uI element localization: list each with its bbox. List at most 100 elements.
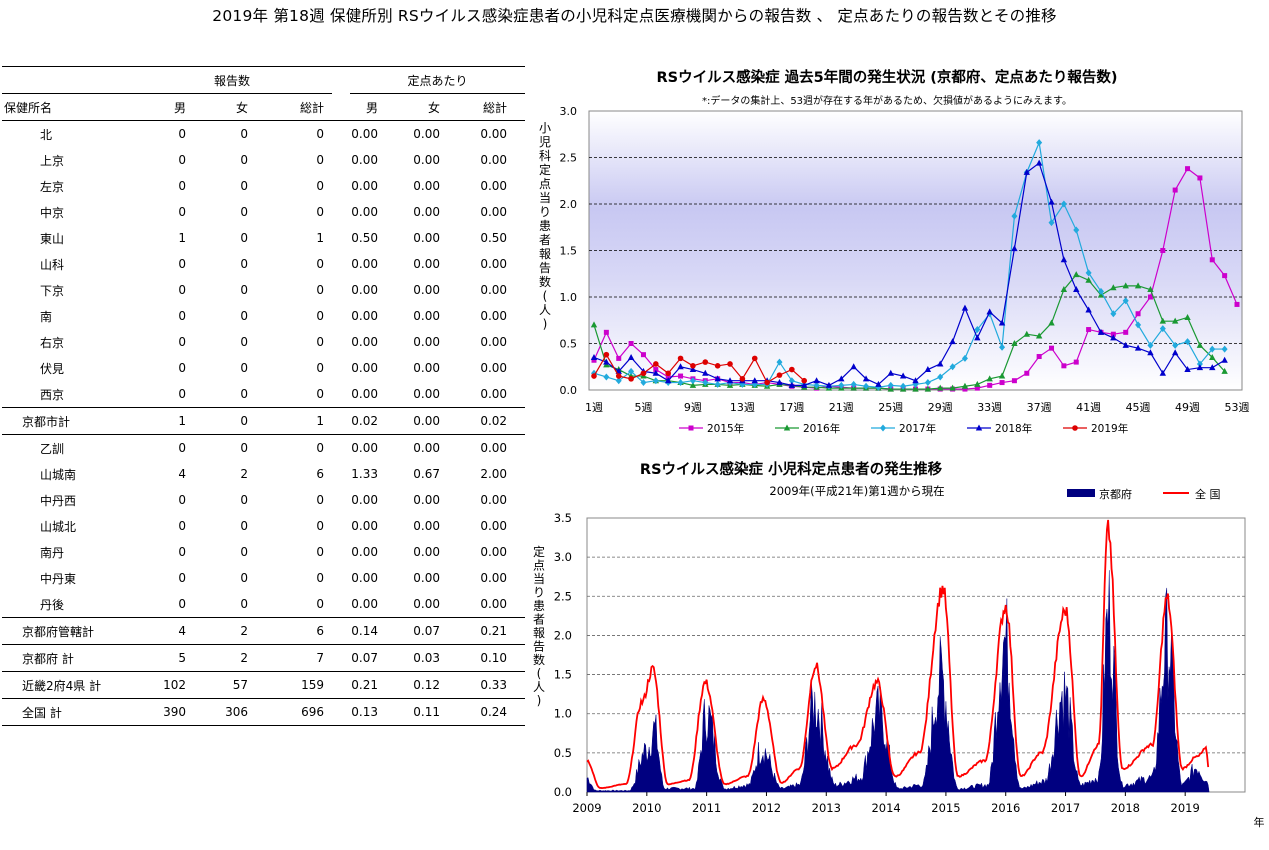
table-row: 京都市計 1 0 1 0.02 0.00 0.02 <box>2 407 526 435</box>
row-cell: 0 <box>240 361 248 375</box>
data-point <box>702 379 709 387</box>
data-point <box>1060 200 1067 208</box>
data-point <box>999 343 1006 351</box>
row-name: 中京 <box>40 205 65 220</box>
chart-title: RSウイルス感染症 過去5年間の発生状況 (京都府、定点あたり報告数) <box>656 68 1117 86</box>
row-cell: 0.00 <box>480 283 508 297</box>
data-point <box>801 377 808 384</box>
row-name: 東山 <box>40 231 65 246</box>
data-point <box>1024 370 1030 376</box>
data-point <box>1147 349 1154 356</box>
data-point <box>1222 273 1228 279</box>
data-point <box>751 355 758 362</box>
row-cell: 2 <box>240 467 248 481</box>
data-point <box>1097 287 1104 295</box>
y-tick-label: 0.0 <box>560 384 578 397</box>
data-point <box>999 380 1005 386</box>
x-tick-label: 2019 <box>1171 801 1200 815</box>
data-point <box>949 363 956 371</box>
data-point <box>1023 330 1030 337</box>
row-cell: 0.00 <box>351 361 379 375</box>
data-point <box>887 381 894 389</box>
table-row: 山科 0 0 0 0.00 0.00 0.00 <box>2 251 525 277</box>
data-point <box>1036 139 1043 147</box>
row-cell: 0.00 <box>480 545 508 559</box>
data-point <box>640 352 646 358</box>
data-point <box>789 366 795 373</box>
row-cell: 0.03 <box>400 644 463 672</box>
data-point <box>961 354 968 362</box>
data-point <box>986 308 993 315</box>
row-cell: 102 <box>132 671 208 699</box>
data-point <box>665 374 671 380</box>
row-cell: 0 <box>316 335 325 349</box>
data-point <box>1159 317 1167 324</box>
row-cell: 0 <box>240 387 248 401</box>
row-name: 京都市計 <box>2 407 132 435</box>
x-tick-label: 2012 <box>752 801 781 815</box>
row-name: 上京 <box>40 153 65 168</box>
row-cell: 0.00 <box>480 257 508 271</box>
row-cell: 6 <box>316 467 325 481</box>
data-point <box>702 369 709 376</box>
y-tick-label: 1.0 <box>554 707 572 721</box>
data-point <box>1135 321 1142 329</box>
row-cell: 0 <box>178 205 186 219</box>
data-point <box>974 380 981 387</box>
y-tick-label: 1.0 <box>560 291 578 304</box>
data-point <box>1060 256 1068 263</box>
y-axis-label: ( <box>543 289 548 303</box>
row-cell: 0 <box>316 519 325 533</box>
row-cell: 0 <box>270 434 333 461</box>
data-point <box>1061 363 1067 369</box>
data-point <box>937 384 944 391</box>
row-cell: 0 <box>240 519 248 533</box>
x-tick-label: 1週 <box>585 401 603 414</box>
row-cell: 0 <box>316 283 325 297</box>
y-axis-label: 告 <box>533 640 545 654</box>
x-tick-label: 2018 <box>1111 801 1140 815</box>
data-point <box>1159 325 1166 333</box>
data-point <box>615 377 622 385</box>
row-cell: 0 <box>316 571 325 585</box>
row-cell: 0 <box>240 153 248 167</box>
data-point <box>726 377 734 384</box>
kyoto-area <box>586 570 1210 793</box>
row-cell: 0.00 <box>413 335 441 349</box>
row-cell: 0.07 <box>400 617 463 645</box>
data-point <box>949 384 956 391</box>
row-cell: 0.21 <box>462 617 526 645</box>
data-point <box>1171 317 1179 324</box>
x-tick-label: 49週 <box>1175 401 1200 414</box>
row-cell: 2.00 <box>480 467 508 481</box>
data-point <box>813 381 820 389</box>
data-point <box>1147 286 1154 293</box>
row-cell: 0.00 <box>413 127 441 141</box>
header-name: 保健所名 <box>2 93 132 121</box>
row-cell: 0 <box>240 283 248 297</box>
data-point <box>1147 341 1154 349</box>
row-cell: 0 <box>178 127 186 141</box>
row-name: 下京 <box>40 283 65 298</box>
header-total-per: 総計 <box>462 93 526 121</box>
data-point <box>1172 187 1178 193</box>
y-axis-label: 児 <box>539 135 551 149</box>
data-point <box>900 382 907 390</box>
row-cell: 0 <box>316 257 325 271</box>
row-cell: 0 <box>178 309 186 323</box>
row-name: 京都府管轄計 <box>2 617 132 645</box>
data-point <box>862 375 870 382</box>
row-cell: 0.00 <box>351 153 379 167</box>
row-cell: 5 <box>132 644 208 672</box>
data-point <box>1221 345 1228 353</box>
row-cell: 0.00 <box>413 571 441 585</box>
row-cell: 0 <box>316 127 325 141</box>
data-point <box>961 304 969 311</box>
data-point <box>1134 282 1142 289</box>
data-point <box>850 380 857 388</box>
row-cell: 0.00 <box>480 519 508 533</box>
y-axis-label: 当 <box>533 572 545 586</box>
data-point <box>1159 369 1167 376</box>
row-cell: 0.00 <box>351 283 379 297</box>
row-cell: 0.00 <box>413 257 441 271</box>
